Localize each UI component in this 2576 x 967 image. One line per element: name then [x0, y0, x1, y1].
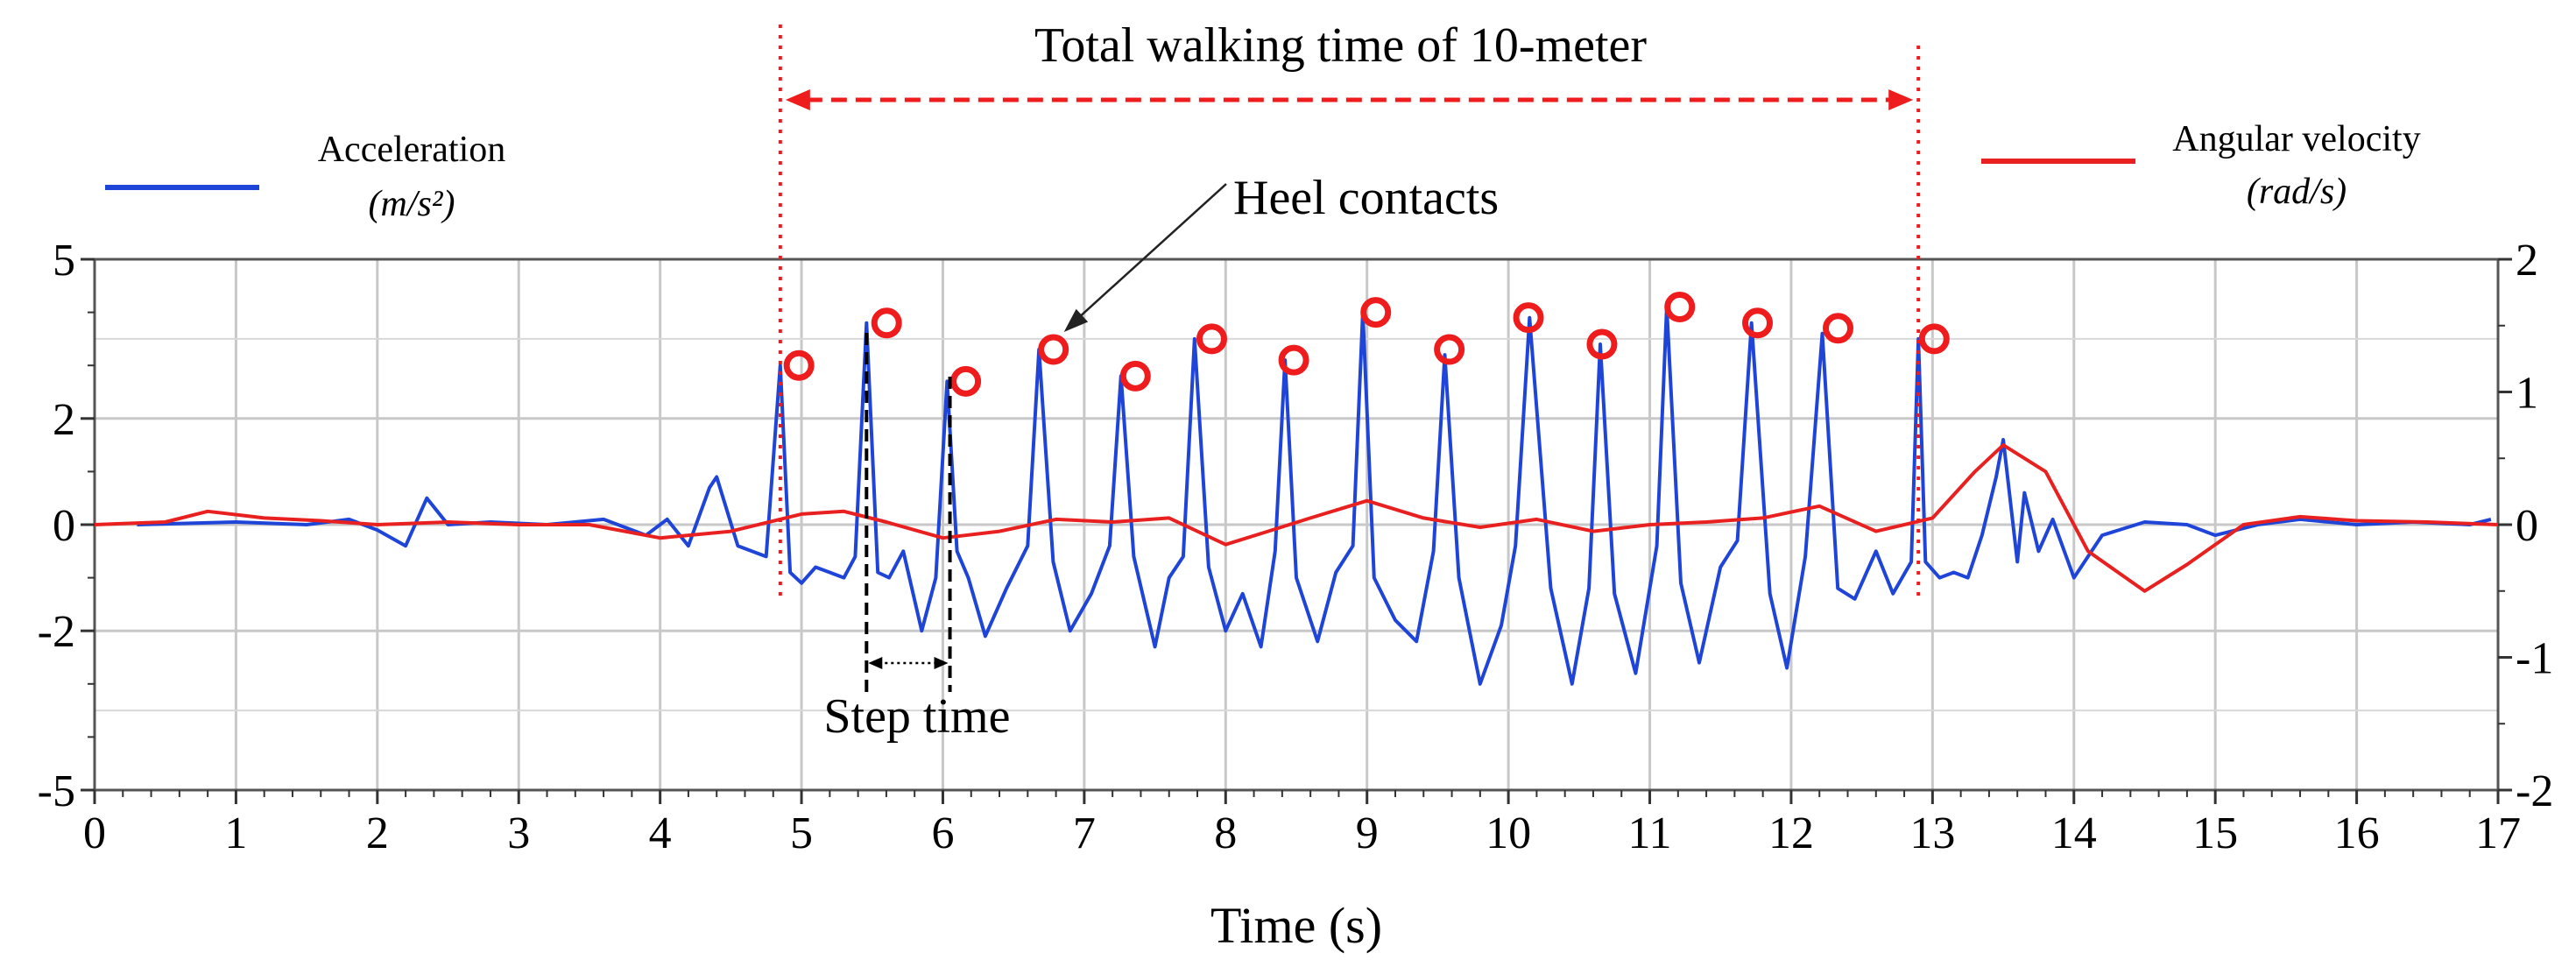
y-right-tick-label: 2 — [2516, 236, 2538, 286]
x-tick-label: 14 — [2051, 808, 2097, 858]
heel-contacts-label: Heel contacts — [1233, 171, 1499, 225]
heel-contacts-pointer-line — [1073, 183, 1227, 322]
total-time-arrowhead-right — [1888, 89, 1914, 110]
heel-contact-marker — [1038, 334, 1069, 365]
y-right-tick-label: -2 — [2516, 766, 2553, 816]
heel-contacts-pointer-head — [1063, 308, 1089, 333]
heel-contact-marker — [1586, 328, 1618, 360]
x-tick-label: 9 — [1356, 808, 1379, 858]
heel-contact-marker — [1823, 313, 1854, 344]
heel-contact-marker — [783, 349, 815, 381]
x-tick-label: 17 — [2475, 808, 2521, 858]
legend-angular-velocity-units: (rad/s) — [2247, 172, 2347, 212]
heel-contact-marker — [1360, 297, 1392, 328]
x-tick-label: 1 — [224, 808, 247, 858]
heel-contact-marker — [1918, 323, 1950, 355]
x-tick-label: 11 — [1627, 808, 1671, 858]
angular-velocity-series-line — [94, 443, 2499, 593]
x-tick-label: 2 — [366, 808, 389, 858]
x-tick-label: 3 — [507, 808, 530, 858]
x-tick-label: 7 — [1073, 808, 1096, 858]
heel-contact-marker — [1742, 307, 1774, 339]
y-right-axis-ticks: 2 1 0 -1 -2 — [2498, 236, 2553, 816]
step-time-label: Step time — [823, 689, 1010, 744]
y-left-tick-label: 0 — [53, 501, 75, 551]
y-right-tick-label: 1 — [2516, 369, 2538, 419]
y-left-tick-label: 2 — [53, 395, 75, 445]
total-time-arrowhead-left — [785, 89, 810, 110]
acceleration-series-line — [137, 305, 2492, 686]
heel-contact-marker — [1196, 323, 1227, 355]
legend-acceleration-label: Acceleration — [318, 130, 506, 170]
x-tick-label: 12 — [1768, 808, 1814, 858]
heel-contact-marker — [1278, 344, 1309, 376]
legend-acceleration-units: (m/s²) — [369, 184, 455, 224]
heel-contact-marker — [871, 307, 902, 339]
heel-contact-marker — [1434, 334, 1465, 365]
heel-contact-marker — [1119, 360, 1151, 392]
y-left-axis-ticks: 5 2 0 -2 -5 — [38, 236, 95, 816]
x-tick-label: 8 — [1214, 808, 1237, 858]
x-tick-label: 6 — [931, 808, 954, 858]
x-tick-label: 5 — [790, 808, 813, 858]
x-axis-label: Time (s) — [1210, 897, 1382, 954]
x-tick-label: 13 — [1909, 808, 1955, 858]
y-left-tick-label: -5 — [38, 766, 75, 816]
y-left-tick-label: -2 — [38, 607, 75, 657]
heel-contact-marker — [950, 365, 982, 397]
legend-angular-velocity-label: Angular velocity — [2172, 119, 2420, 159]
y-right-tick-label: -1 — [2516, 634, 2553, 684]
heel-contact-markers — [783, 292, 1950, 397]
x-tick-label: 4 — [649, 808, 672, 858]
x-tick-label: 10 — [1486, 808, 1531, 858]
x-axis-ticks: 0 1 2 3 4 5 6 7 8 9 10 11 12 13 14 15 16 17 — [83, 790, 2521, 858]
chart-title: Total walking time of 10-meter — [1034, 18, 1647, 73]
y-left-tick-label: 5 — [53, 236, 75, 286]
heel-contact-marker — [1513, 302, 1544, 334]
x-tick-label: 16 — [2334, 808, 2380, 858]
heel-contact-marker — [1664, 292, 1696, 323]
step-time-arrowhead-right — [934, 657, 949, 669]
step-time-arrowhead-left — [868, 657, 883, 669]
x-tick-label: 15 — [2192, 808, 2238, 858]
y-right-tick-label: 0 — [2516, 501, 2538, 551]
x-tick-label: 0 — [83, 808, 106, 858]
